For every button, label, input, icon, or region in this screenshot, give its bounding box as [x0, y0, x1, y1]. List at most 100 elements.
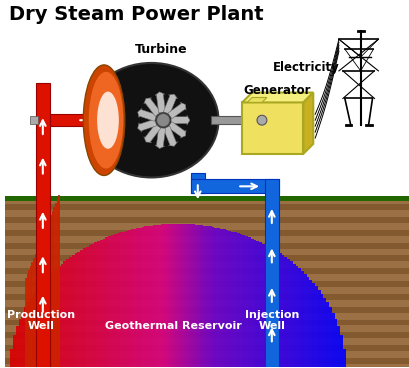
Bar: [83, 248, 85, 368]
Bar: [25, 278, 27, 367]
Bar: [136, 228, 139, 368]
Bar: [36, 251, 38, 367]
Bar: [30, 266, 31, 367]
Bar: [298, 268, 300, 368]
Ellipse shape: [256, 115, 266, 125]
Bar: [161, 224, 164, 368]
Text: Turbine: Turbine: [135, 43, 187, 56]
Bar: [41, 283, 44, 368]
Polygon shape: [303, 93, 312, 154]
Bar: [175, 224, 178, 368]
Bar: [228, 231, 231, 368]
Text: Production
Well: Production Well: [7, 310, 75, 332]
Bar: [239, 234, 242, 368]
Bar: [56, 199, 58, 367]
Bar: [258, 242, 261, 368]
Bar: [203, 226, 205, 368]
Text: Injection
Well: Injection Well: [244, 310, 298, 332]
Bar: [38, 247, 40, 367]
Bar: [253, 240, 256, 368]
Bar: [49, 219, 51, 367]
Bar: [21, 312, 24, 368]
FancyArrow shape: [144, 124, 160, 143]
Bar: [186, 224, 189, 368]
Bar: [155, 225, 158, 368]
Bar: [164, 224, 166, 368]
Bar: [191, 173, 204, 193]
Bar: [242, 102, 303, 154]
Bar: [153, 225, 155, 368]
Bar: [42, 235, 44, 367]
Bar: [49, 274, 52, 368]
Bar: [5, 243, 409, 248]
Bar: [320, 294, 323, 368]
Bar: [317, 290, 320, 368]
Bar: [27, 274, 29, 367]
Bar: [28, 270, 30, 367]
Ellipse shape: [84, 63, 218, 177]
Bar: [80, 250, 83, 368]
Bar: [312, 283, 314, 368]
Bar: [247, 237, 250, 368]
Bar: [102, 238, 105, 368]
Bar: [264, 180, 278, 367]
Bar: [97, 241, 99, 368]
Text: Dry Steam Power Plant: Dry Steam Power Plant: [9, 4, 263, 24]
Bar: [18, 319, 21, 368]
Bar: [24, 307, 27, 368]
Bar: [166, 224, 169, 368]
Bar: [30, 298, 33, 368]
Bar: [222, 229, 225, 368]
Bar: [113, 234, 116, 368]
Bar: [328, 307, 331, 368]
Bar: [5, 307, 409, 313]
Ellipse shape: [83, 65, 124, 176]
Bar: [214, 227, 217, 368]
Bar: [5, 281, 409, 287]
Bar: [125, 231, 127, 368]
Bar: [99, 240, 102, 368]
Bar: [13, 335, 16, 368]
Bar: [5, 196, 409, 367]
Bar: [189, 224, 191, 368]
Bar: [205, 226, 208, 368]
Bar: [55, 203, 57, 367]
Bar: [220, 229, 222, 368]
FancyArrow shape: [144, 98, 160, 116]
Bar: [108, 236, 111, 368]
Bar: [47, 223, 49, 367]
FancyArrow shape: [171, 115, 189, 125]
Bar: [147, 226, 150, 368]
Bar: [158, 225, 161, 368]
Bar: [111, 235, 113, 368]
Bar: [45, 227, 47, 367]
Bar: [5, 196, 409, 201]
Bar: [200, 225, 203, 368]
Bar: [264, 245, 267, 368]
Polygon shape: [242, 93, 312, 102]
Bar: [52, 271, 55, 368]
Bar: [191, 180, 278, 193]
Bar: [172, 224, 175, 368]
Polygon shape: [247, 98, 266, 102]
Bar: [144, 226, 147, 368]
Bar: [180, 224, 183, 368]
Bar: [5, 204, 409, 210]
Bar: [119, 233, 122, 368]
Bar: [242, 235, 245, 368]
Bar: [66, 259, 69, 368]
Bar: [85, 247, 88, 368]
Bar: [49, 114, 105, 126]
Bar: [41, 238, 43, 367]
Bar: [77, 252, 80, 368]
Bar: [323, 298, 326, 368]
Bar: [295, 266, 298, 368]
Bar: [225, 230, 228, 368]
FancyArrow shape: [167, 122, 186, 138]
Ellipse shape: [97, 92, 119, 149]
Bar: [5, 319, 409, 326]
Bar: [34, 254, 36, 367]
FancyArrow shape: [137, 119, 156, 132]
FancyArrow shape: [155, 92, 165, 113]
Bar: [270, 248, 272, 368]
